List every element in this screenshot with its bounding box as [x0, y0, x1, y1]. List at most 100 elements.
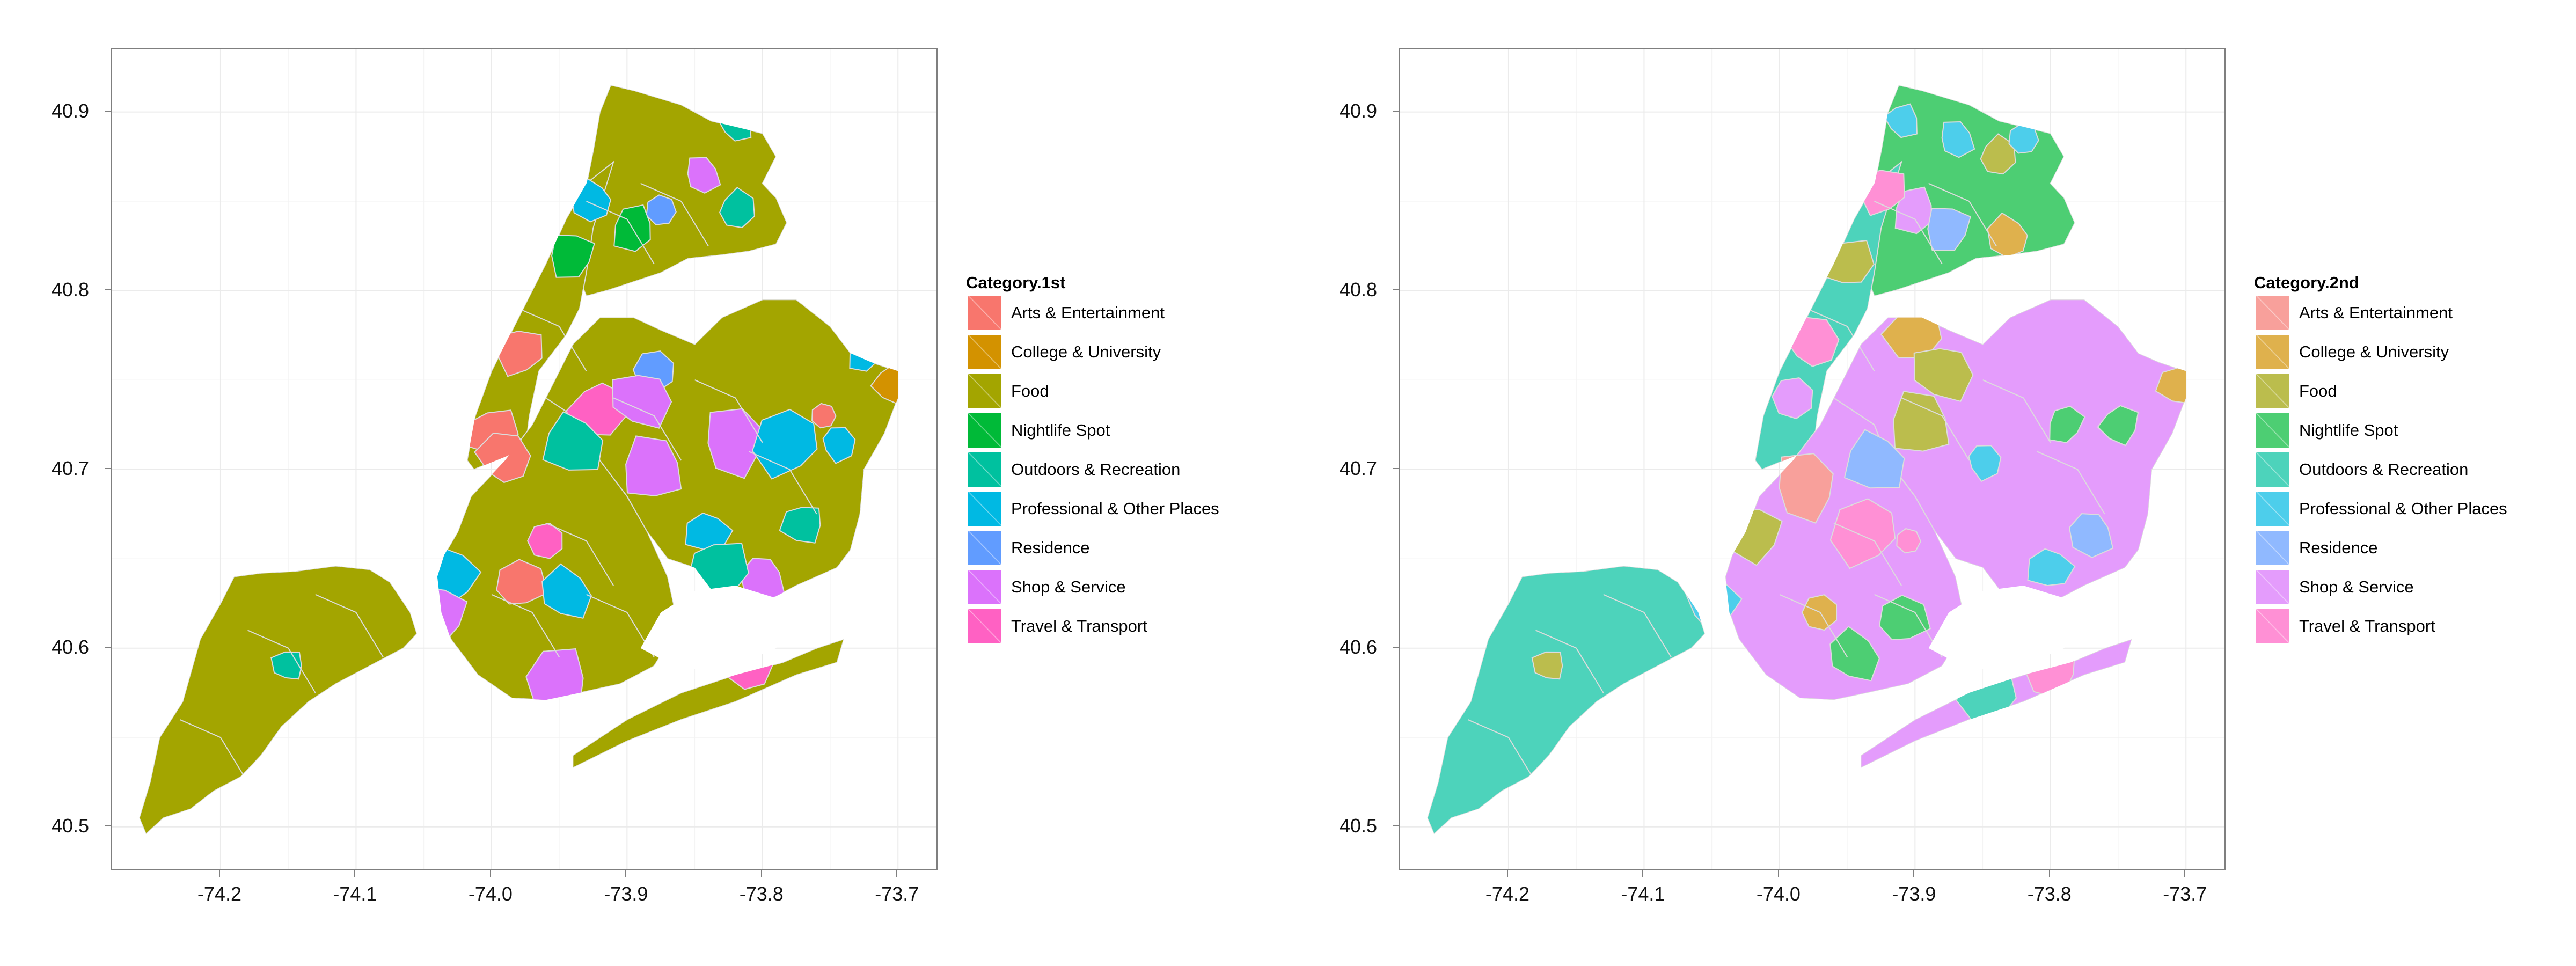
x-tick-mark	[1777, 870, 1779, 877]
neighborhood-region	[1896, 528, 1922, 554]
map-svg	[1400, 49, 2224, 869]
neighborhood-region	[719, 187, 755, 229]
x-tick-label: -73.8	[739, 883, 784, 905]
x-tick-mark	[489, 870, 491, 877]
x-tick-label: -73.7	[2163, 883, 2207, 905]
land-layer	[139, 85, 898, 835]
legend-items: Arts & Entertainment College & University…	[966, 295, 1219, 647]
boundary-line	[1874, 201, 1943, 265]
legend-item: Professional & Other Places	[966, 491, 1219, 530]
boundary-line	[1535, 630, 1604, 693]
y-tick-label: 40.8	[52, 278, 90, 301]
legend-label: College & University	[2299, 342, 2449, 361]
y-tick-label: 40.7	[1340, 457, 1378, 479]
neighborhood-region	[625, 435, 682, 496]
neighborhood-region	[2008, 123, 2039, 154]
boundary-line	[247, 630, 316, 693]
boundary-line	[2037, 451, 2105, 515]
y-tick-mark	[105, 646, 111, 648]
y-tick-label: 40.6	[52, 635, 90, 658]
boundary-line	[1779, 594, 1848, 657]
legend-item: Arts & Entertainment	[2254, 295, 2453, 334]
neighborhood-region	[1883, 103, 1918, 138]
boundary-line	[640, 182, 709, 246]
neighborhood-region	[811, 402, 837, 429]
x-tick-mark	[2184, 870, 2186, 877]
x-tick-label: -73.9	[1892, 883, 1936, 905]
legend-item: College & University	[2254, 334, 2449, 373]
legend-item: Arts & Entertainment	[966, 295, 1165, 334]
boundary-line	[179, 719, 248, 783]
legend-item: Travel & Transport	[2254, 608, 2435, 647]
legend-title: Category.2nd	[2254, 273, 2359, 292]
x-tick-mark	[2048, 870, 2050, 877]
legend-item: College & University	[966, 334, 1161, 373]
neighborhood-region	[1987, 212, 2028, 259]
x-tick-mark	[760, 870, 762, 877]
map-svg	[112, 49, 936, 869]
x-tick-label: -73.8	[2027, 883, 2072, 905]
legend-label: Food	[1011, 382, 1049, 400]
legend-label: Professional & Other Places	[2299, 499, 2507, 518]
map-plot-area	[111, 48, 938, 870]
legend-label: College & University	[1011, 342, 1161, 361]
boundary-line	[545, 522, 614, 586]
legend-item: Food	[2254, 373, 2359, 412]
x-tick-label: -74.1	[333, 883, 377, 905]
legend-item: Outdoors & Recreation	[966, 451, 1180, 491]
neighborhood-region	[1913, 348, 1974, 402]
legend-color-key	[967, 295, 1002, 331]
y-tick-label: 40.5	[52, 814, 90, 837]
neighborhood-region	[1927, 208, 1972, 251]
legend-label: Outdoors & Recreation	[1011, 460, 1181, 479]
neighborhood-region	[1968, 445, 2002, 482]
jamaica-bay-water	[1928, 586, 2084, 670]
boundary-line	[694, 379, 763, 443]
legend-color-key	[967, 412, 1002, 449]
legend-color-key	[2255, 491, 2290, 527]
neighborhood-region	[1941, 121, 1975, 158]
legend-label: Residence	[2299, 538, 2378, 557]
boundary-line	[1806, 308, 1875, 372]
boundary-line	[1833, 522, 1902, 586]
legend-label: Nightlife Spot	[2299, 421, 2398, 440]
y-tick-mark	[1393, 825, 1399, 826]
x-tick-mark	[354, 870, 356, 877]
boundary-line	[1928, 182, 1997, 246]
neighborhood-region	[2049, 405, 2085, 443]
neighborhood-region	[1843, 429, 1905, 489]
neighborhood-region	[687, 157, 721, 194]
y-tick-mark	[105, 289, 111, 290]
y-tick-mark	[105, 825, 111, 826]
x-tick-label: -74.1	[1621, 883, 1665, 905]
legend-color-key	[967, 451, 1002, 488]
neighborhood-region	[870, 364, 898, 405]
x-tick-mark	[1913, 870, 1915, 877]
x-tick-mark	[896, 870, 898, 877]
map-plot-area	[1399, 48, 2226, 870]
neighborhood-region	[1531, 651, 1563, 680]
land-layer	[1427, 85, 2186, 835]
legend-item: Nightlife Spot	[966, 412, 1110, 451]
legend-color-key	[967, 491, 1002, 527]
neighborhood-region	[541, 563, 592, 619]
legend-label: Professional & Other Places	[1011, 499, 1219, 518]
neighborhood-region	[1980, 133, 2016, 175]
legend-color-key	[2255, 569, 2290, 605]
neighborhood-region	[1956, 668, 2017, 721]
neighborhood-region	[752, 408, 818, 480]
y-tick-label: 40.9	[1340, 99, 1378, 122]
y-tick-label: 40.9	[52, 99, 90, 122]
legend-color-key	[967, 608, 1002, 645]
y-tick-mark	[1393, 289, 1399, 290]
y-tick-mark	[105, 110, 111, 112]
legend-item: Shop & Service	[966, 569, 1126, 608]
legend-color-key	[967, 373, 1002, 409]
legend-label: Arts & Entertainment	[2299, 303, 2453, 322]
y-tick-label: 40.8	[1340, 278, 1378, 301]
legend-label: Shop & Service	[1011, 577, 1126, 596]
legend-item: Food	[966, 373, 1066, 412]
legend-color-key	[2255, 608, 2290, 645]
boundary-line	[491, 594, 560, 657]
legend-label: Outdoors & Recreation	[2299, 460, 2469, 479]
